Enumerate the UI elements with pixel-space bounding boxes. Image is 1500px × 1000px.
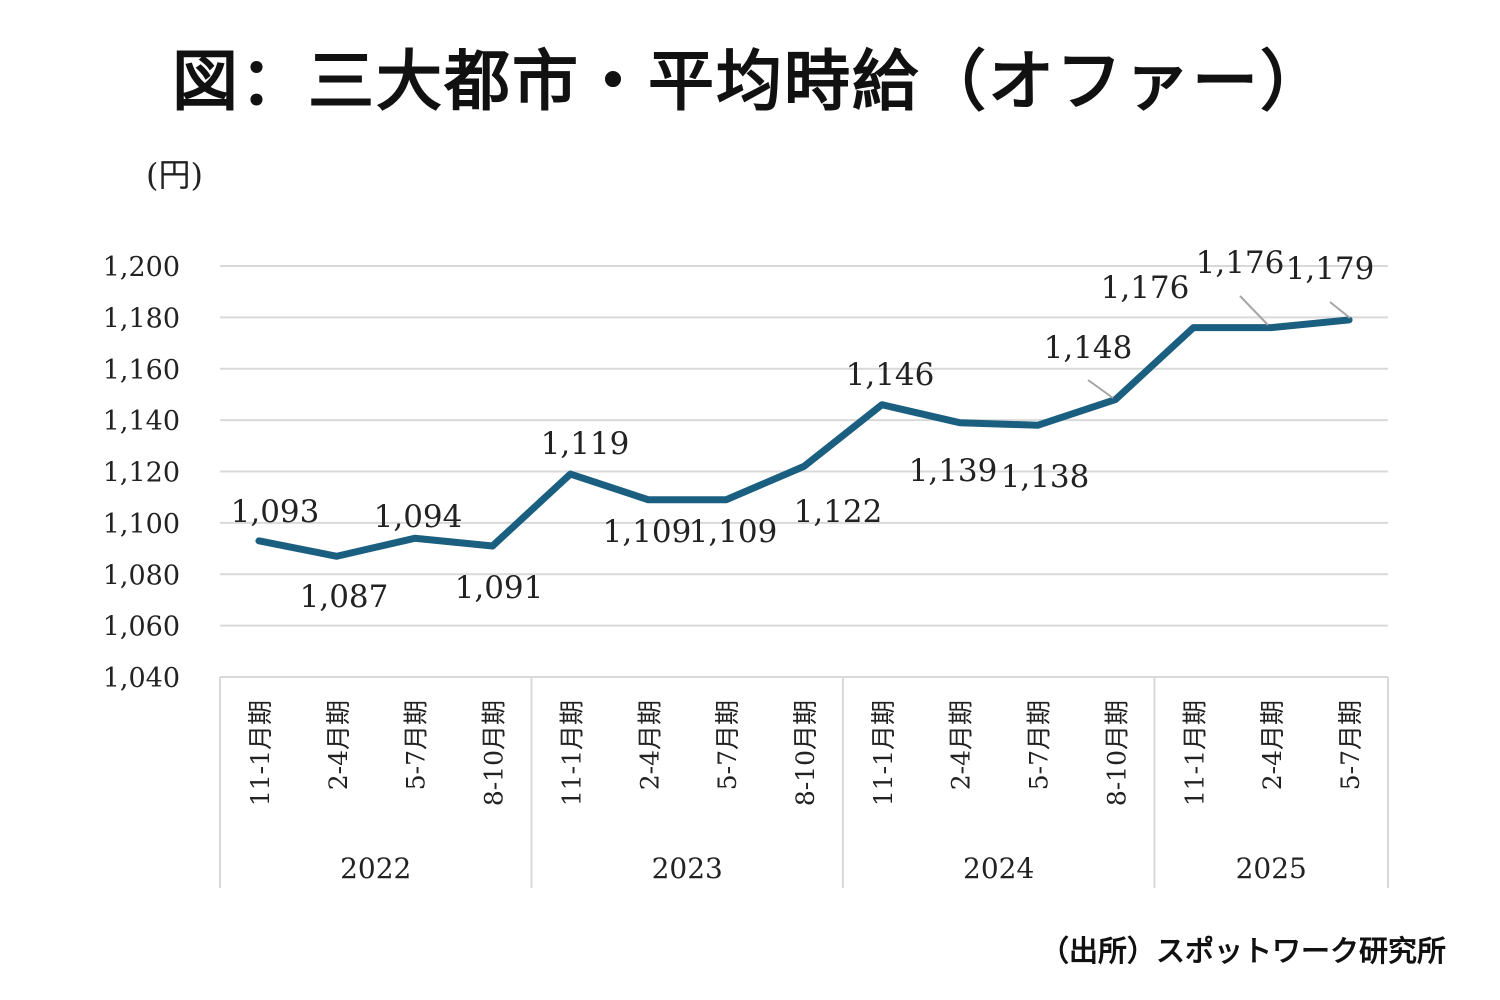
data-label: 1,093 [231,494,320,530]
data-label: 1,091 [455,570,544,606]
y-tick-label: 1,100 [103,509,180,540]
x-tick-label: 11-1月期 [246,700,275,806]
x-tick-label: 2-4月期 [635,700,664,790]
leader-line [1239,295,1269,326]
data-label: 1,146 [846,357,935,393]
data-label: 1,139 [909,453,998,489]
x-tick-label: 2-4月期 [324,700,353,790]
data-label: 1,179 [1286,251,1375,287]
leader-line [1087,379,1114,399]
data-label: 1,176 [1196,245,1285,281]
x-group-label: 2024 [963,852,1034,885]
x-tick-label: 8-10月期 [791,700,820,806]
y-tick-label: 1,080 [103,560,180,591]
x-tick-label: 2-4月期 [1258,700,1287,790]
data-label: 1,138 [1001,459,1090,495]
x-tick-label: 11-1月期 [869,700,898,806]
y-tick-label: 1,140 [103,406,180,437]
data-label: 1,109 [603,514,692,550]
chart-title: 図：三大都市・平均時給（オファー） [172,43,1328,120]
x-tick-label: 5-7月期 [1336,700,1365,790]
source-note: （出所）スポットワーク研究所 [1039,934,1446,968]
x-tick-label: 5-7月期 [713,700,742,790]
leader-line [1329,301,1351,319]
data-label: 1,148 [1044,330,1133,366]
x-group-label: 2022 [340,852,411,885]
x-tick-label: 2-4月期 [947,700,976,790]
data-label: 1,094 [374,499,463,535]
x-tick-label: 5-7月期 [1025,700,1054,790]
y-tick-label: 1,060 [103,612,180,643]
y-tick-label: 1,180 [103,303,180,334]
y-tick-label: 1,120 [103,458,180,489]
x-group-label: 2023 [652,852,723,885]
y-tick-label: 1,040 [103,663,180,694]
x-group-label: 2025 [1236,852,1307,885]
data-label: 1,119 [541,426,630,462]
y-axis-unit-label: (円) [146,156,203,194]
x-tick-label: 8-10月期 [1102,700,1131,806]
data-label: 1,122 [794,494,883,530]
y-tick-label: 1,160 [103,355,180,386]
x-tick-label: 5-7月期 [402,700,431,790]
x-tick-label: 8-10月期 [480,700,509,806]
x-tick-label: 11-1月期 [557,700,586,806]
x-tick-label: 11-1月期 [1180,700,1209,806]
data-label: 1,109 [689,514,778,550]
y-tick-label: 1,200 [103,252,180,283]
data-label: 1,176 [1101,270,1190,306]
data-label: 1,087 [300,579,389,615]
